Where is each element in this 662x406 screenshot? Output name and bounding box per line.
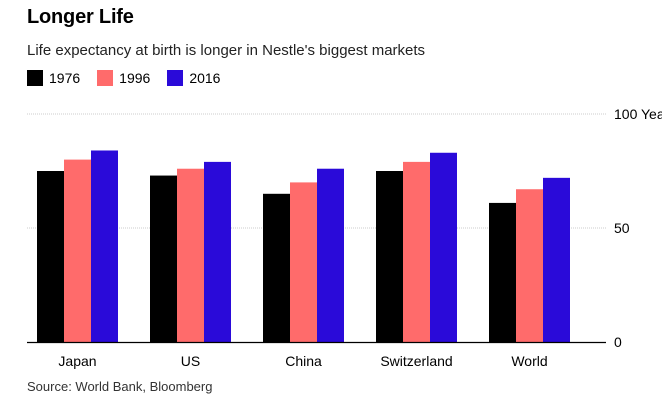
legend-item-1996: 1996 (97, 70, 150, 86)
bar-us-1976 (150, 175, 177, 342)
bar-china-1996 (290, 182, 317, 342)
bar-japan-1976 (37, 171, 64, 342)
legend-swatch-1976 (27, 70, 43, 86)
x-tick-label-switzerland: Switzerland (380, 353, 452, 369)
bar-switzerland-1976 (376, 171, 403, 342)
bar-world-2016 (543, 177, 570, 342)
x-tick-label-us: US (181, 353, 200, 369)
bar-china-1976 (263, 193, 290, 342)
bar-switzerland-2016 (430, 152, 457, 342)
bar-china-2016 (317, 168, 344, 342)
bar-japan-2016 (91, 150, 118, 342)
bar-japan-1996 (64, 159, 91, 342)
source-note: Source: World Bank, Bloomberg (27, 379, 213, 394)
chart-subtitle: Life expectancy at birth is longer in Ne… (27, 42, 426, 59)
x-tick-label-japan: Japan (58, 353, 96, 369)
legend-swatch-2016 (167, 70, 184, 86)
legend: 1976 1996 2016 (27, 70, 237, 86)
bar-us-2016 (204, 161, 231, 342)
bar-switzerland-1996 (403, 161, 430, 342)
legend-item-2016: 2016 (167, 70, 220, 86)
legend-item-1976: 1976 (27, 70, 80, 86)
y-tick-label-50: 50 (614, 220, 630, 236)
legend-label-1996: 1996 (119, 70, 151, 86)
bar-world-1996 (516, 189, 543, 342)
bar-us-1996 (177, 168, 204, 342)
y-tick-label-100: 100 Years (614, 106, 662, 122)
x-tick-label-world: World (511, 353, 547, 369)
legend-label-2016: 2016 (189, 70, 221, 86)
bar-world-1976 (489, 202, 516, 342)
x-tick-label-china: China (285, 353, 322, 369)
y-tick-label-0: 0 (614, 334, 622, 350)
chart-title: Longer Life (27, 6, 134, 28)
legend-swatch-1996 (97, 70, 114, 86)
legend-label-1976: 1976 (49, 70, 81, 86)
